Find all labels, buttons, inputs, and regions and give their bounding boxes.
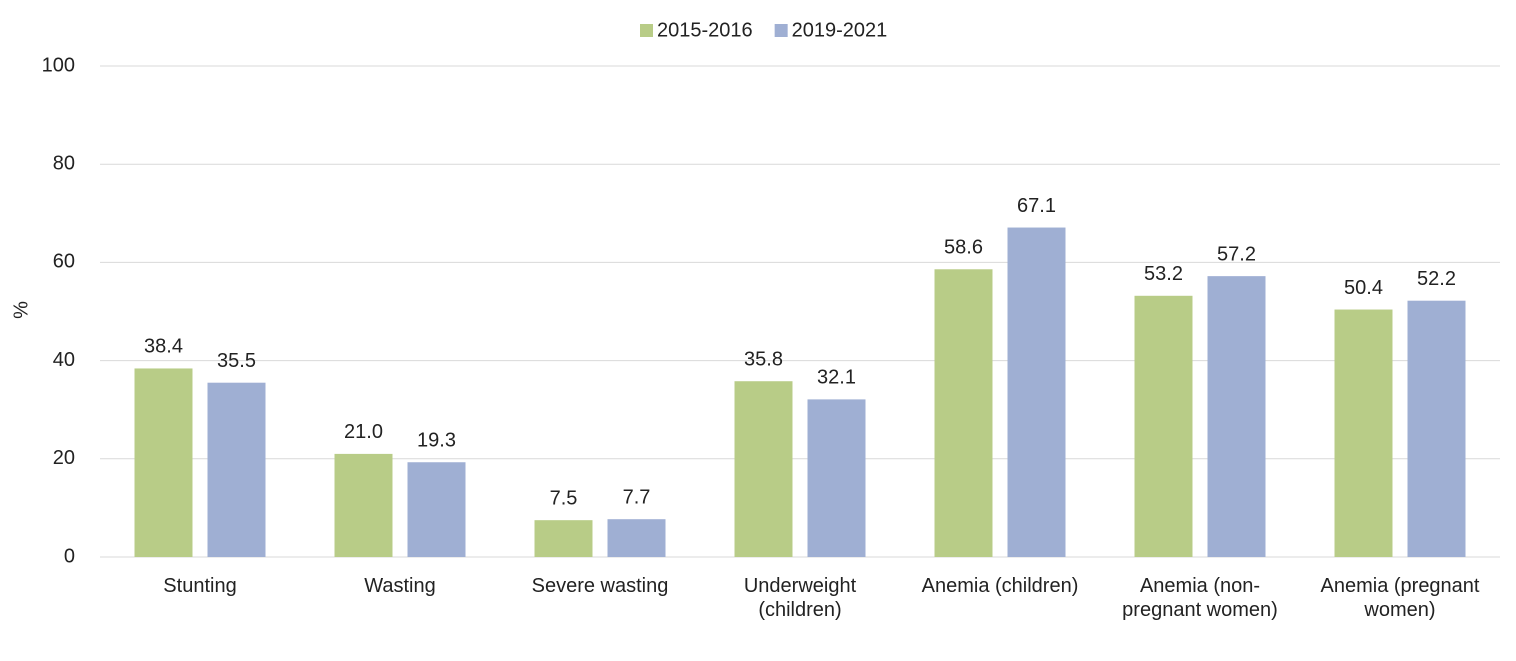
bar <box>734 381 793 557</box>
bar <box>934 269 993 557</box>
legend-swatch <box>640 24 653 37</box>
x-tick-label: Anemia (children) <box>921 575 1079 597</box>
data-label: 7.7 <box>623 486 651 508</box>
data-label: 50.4 <box>1344 277 1383 299</box>
x-tick-label: Severe wasting <box>531 575 669 597</box>
bar <box>807 399 866 557</box>
bar <box>1407 300 1466 557</box>
legend-label: 2019-2021 <box>792 19 888 41</box>
x-tick-label: Wasting <box>364 575 436 597</box>
y-tick-label: 0 <box>64 545 75 567</box>
x-tick-label: Anemia (non-pregnant women) <box>1122 575 1278 621</box>
data-label: 57.2 <box>1217 243 1256 265</box>
data-label: 21.0 <box>344 421 383 443</box>
bar <box>134 368 193 557</box>
x-tick-label: Anemia (pregnant women) <box>1320 575 1480 621</box>
data-label: 7.5 <box>550 487 578 509</box>
data-label: 67.1 <box>1017 195 1056 217</box>
y-tick-label: 80 <box>53 152 75 174</box>
data-label: 35.5 <box>217 350 256 372</box>
bar <box>1007 227 1066 557</box>
bar <box>334 453 393 557</box>
legend-label: 2015-2016 <box>657 19 753 41</box>
bar <box>1207 276 1266 557</box>
legend-swatch <box>774 24 788 37</box>
data-label: 53.2 <box>1144 263 1183 285</box>
data-label: 58.6 <box>944 237 983 259</box>
x-tick-label: Stunting <box>163 575 237 597</box>
bar <box>607 519 666 557</box>
data-label: 32.1 <box>817 367 856 389</box>
y-tick-label: 60 <box>53 251 75 273</box>
y-tick-label: 20 <box>53 447 75 469</box>
x-tick-label: Underweight (children) <box>743 575 857 621</box>
bar <box>207 382 266 557</box>
data-label: 35.8 <box>744 349 783 371</box>
data-label: 38.4 <box>144 336 183 358</box>
y-tick-label: 40 <box>53 349 75 371</box>
bar <box>1334 309 1393 557</box>
y-axis-label: % <box>10 301 32 319</box>
bar <box>1134 295 1193 557</box>
y-tick-label: 100 <box>42 54 75 76</box>
data-label: 19.3 <box>417 430 456 452</box>
bar <box>534 520 593 557</box>
bar <box>407 462 466 557</box>
data-label: 52.2 <box>1417 268 1456 290</box>
